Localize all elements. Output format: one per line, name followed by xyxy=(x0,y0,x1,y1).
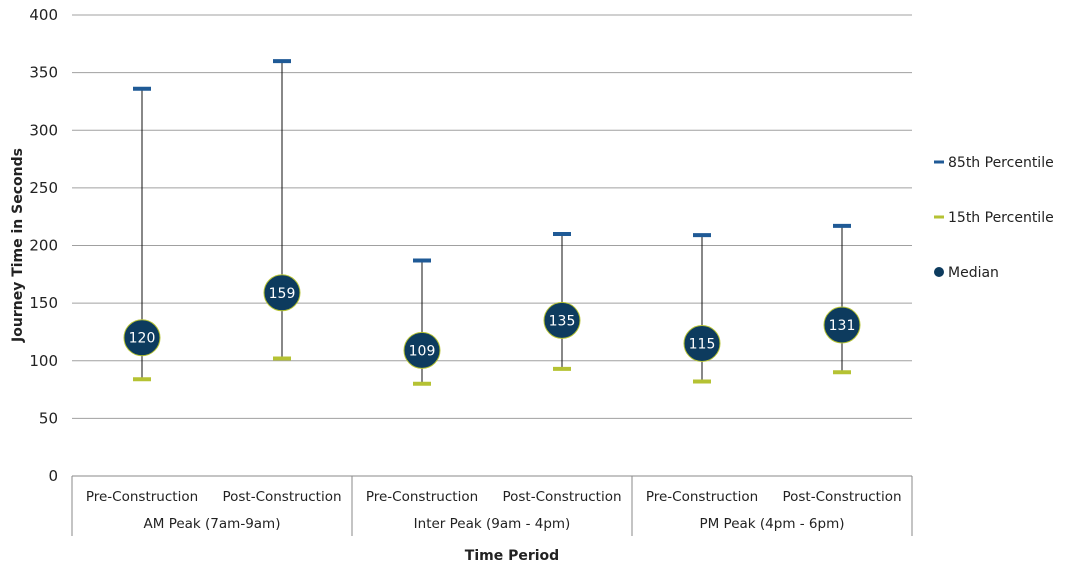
legend: 85th Percentile 15th Percentile Median xyxy=(934,155,1054,281)
median-value-label: 109 xyxy=(409,343,436,359)
y-tick-label: 150 xyxy=(29,294,58,312)
x-category-label: Pre-Construction xyxy=(86,489,198,505)
median-marker xyxy=(543,301,581,339)
x-category-label: Post-Construction xyxy=(782,489,901,505)
legend-swatch-median xyxy=(934,267,944,277)
data-markers: 120 159 109 135 115 131 xyxy=(123,59,861,386)
x-group-label: Inter Peak (9am - 4pm) xyxy=(414,516,571,532)
x-axis: Pre-Construction Post-Construction Pre-Con… xyxy=(71,476,913,536)
x-group-label: AM Peak (7am-9am) xyxy=(144,516,281,532)
y-tick-labels: 0 50 100 150 200 250 300 350 400 xyxy=(29,6,58,485)
median-value-label: 135 xyxy=(549,313,576,329)
median-value-label: 115 xyxy=(689,336,716,352)
x-category-label: Post-Construction xyxy=(502,489,621,505)
x-category-label: Pre-Construction xyxy=(646,489,758,505)
median-value-label: 159 xyxy=(269,286,296,302)
median-marker xyxy=(823,306,861,344)
x-category-label: Pre-Construction xyxy=(366,489,478,505)
median-value-label: 120 xyxy=(129,331,156,347)
x-axis-title: Time Period xyxy=(465,548,559,564)
median-marker xyxy=(123,319,161,357)
legend-label: 85th Percentile xyxy=(948,155,1054,171)
y-tick-label: 0 xyxy=(48,467,58,485)
y-tick-label: 400 xyxy=(29,6,58,24)
y-tick-label: 350 xyxy=(29,64,58,82)
median-marker xyxy=(683,324,721,362)
y-tick-label: 200 xyxy=(29,237,58,255)
legend-label: 15th Percentile xyxy=(948,210,1054,226)
median-value-label: 131 xyxy=(829,318,856,334)
median-marker xyxy=(403,331,441,369)
gridlines xyxy=(72,14,912,477)
y-tick-label: 100 xyxy=(29,352,58,370)
x-category-label: Post-Construction xyxy=(222,489,341,505)
range-whiskers xyxy=(141,61,843,384)
y-tick-label: 300 xyxy=(29,121,58,139)
legend-label: Median xyxy=(948,265,999,281)
y-axis-title: Journey Time in Seconds xyxy=(10,148,26,343)
median-marker xyxy=(263,274,301,312)
y-tick-label: 50 xyxy=(39,409,58,427)
x-group-label: PM Peak (4pm - 6pm) xyxy=(699,516,844,532)
y-tick-label: 250 xyxy=(29,179,58,197)
